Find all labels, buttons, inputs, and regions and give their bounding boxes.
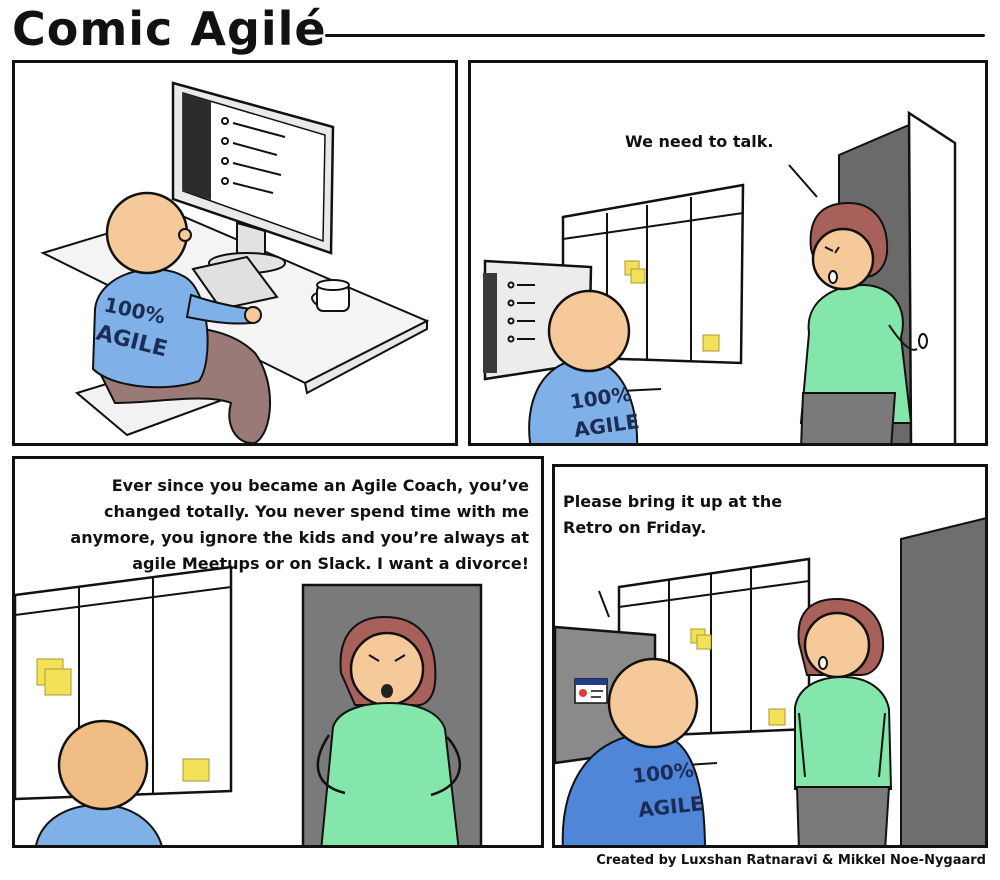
title-rule	[325, 34, 985, 37]
panel-1: 100% AGILE	[12, 60, 458, 446]
speech-bubble-we-need-to-talk: We need to talk.	[625, 132, 774, 151]
panel-1-illustration: 100% AGILE	[40, 81, 430, 443]
panel-4: 100% AGILE Please bring it up at the Ret…	[552, 464, 988, 848]
panel-2: 100% AGILE We need to talk.	[468, 60, 988, 446]
speech-bubble-divorce: Ever since you became an Agile Coach, yo…	[70, 476, 529, 573]
speech-bubble-retro: Please bring it up at the Retro on Frida…	[563, 492, 783, 537]
comic-title: Comic Agilé	[12, 2, 327, 56]
panel-4-illustration: 100% AGILE	[555, 517, 985, 845]
panel-3: Ever since you became an Agile Coach, yo…	[12, 456, 544, 848]
panel-3-illustration	[15, 565, 483, 845]
panel-2-illustration: 100% AGILE	[483, 110, 957, 443]
credit-text: Created by Luxshan Ratnaravi & Mikkel No…	[596, 853, 986, 868]
